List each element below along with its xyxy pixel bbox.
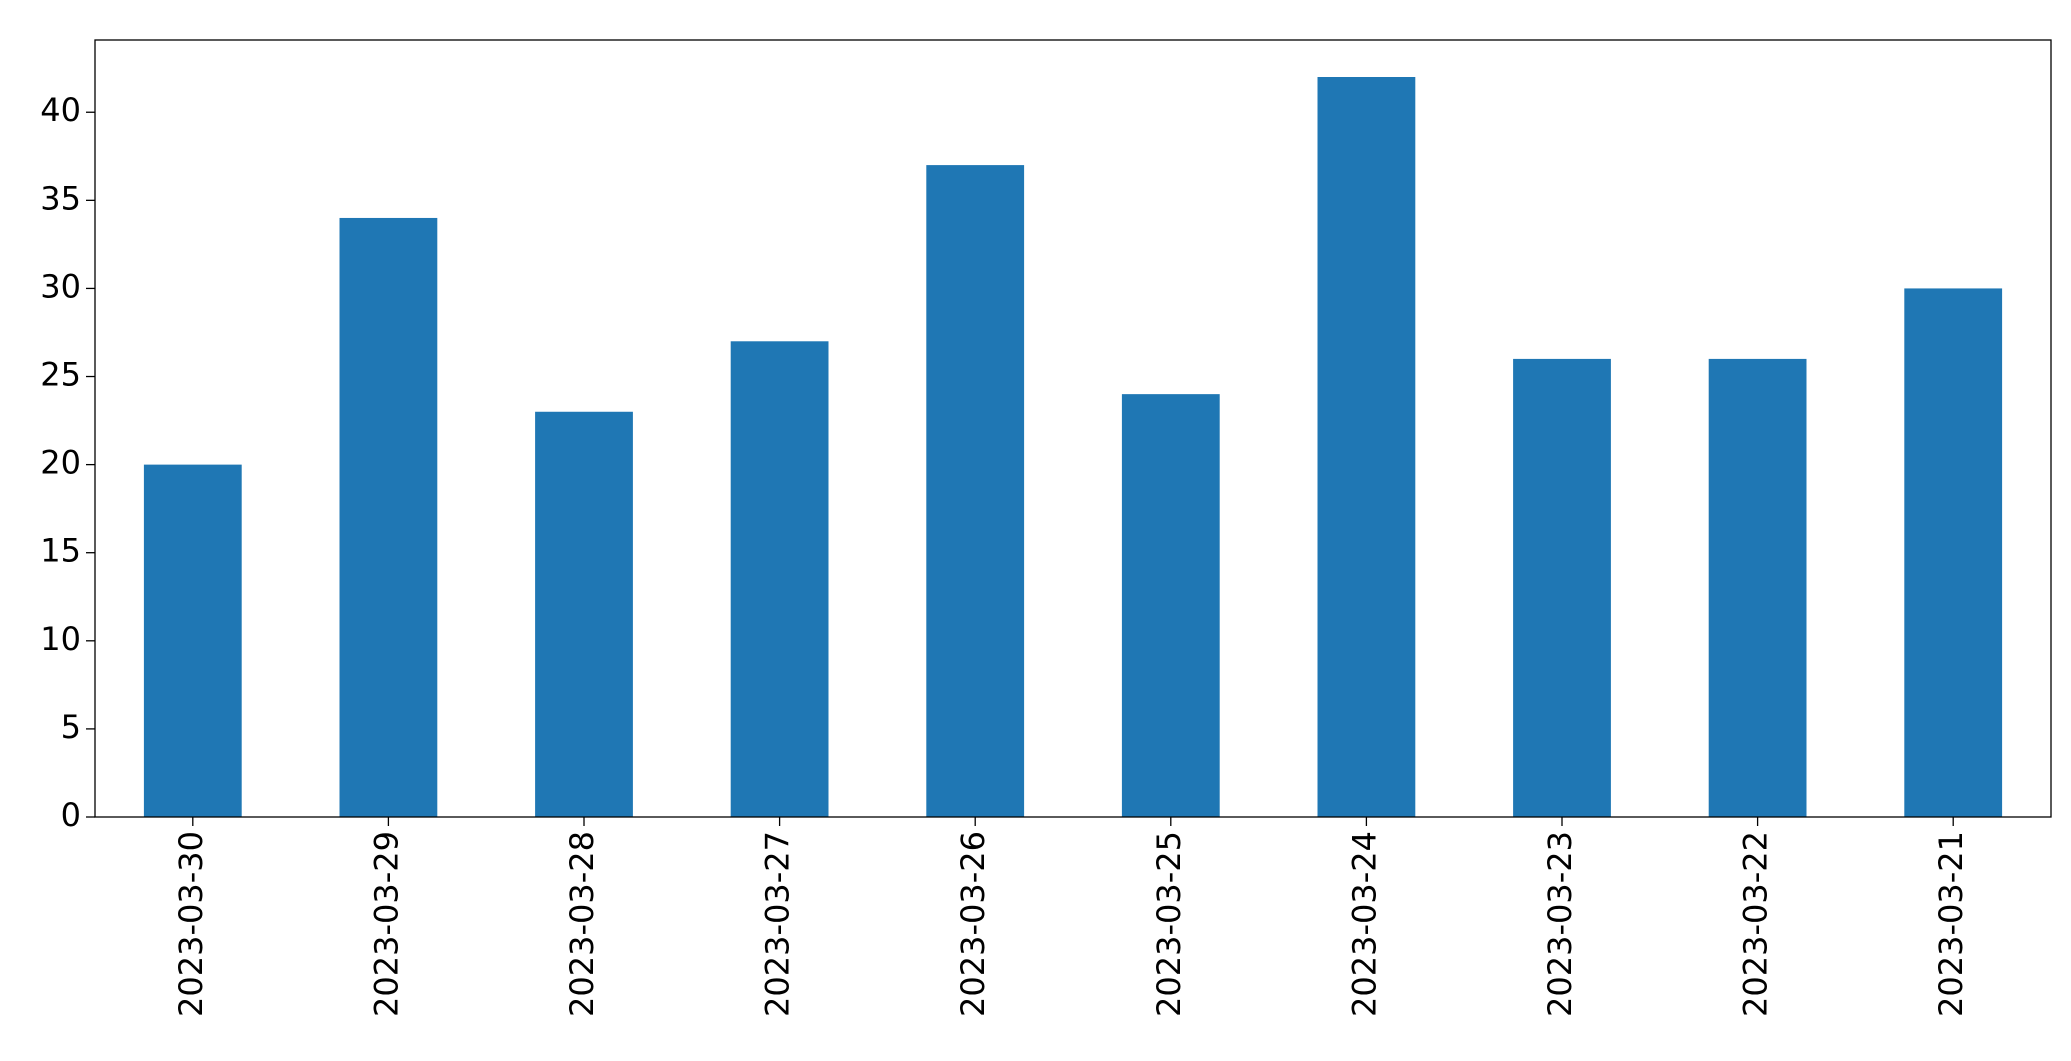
y-tick-label: 5	[61, 708, 81, 746]
bar	[730, 341, 829, 817]
y-tick-label: 25	[40, 356, 81, 394]
y-tick-label: 40	[40, 91, 81, 129]
y-tick-label: 35	[40, 179, 81, 217]
x-tick-label: 2023-03-26	[954, 831, 992, 1017]
x-tick-label: 2023-03-27	[759, 831, 797, 1017]
bar	[535, 411, 633, 817]
x-tick-label: 2023-03-24	[1345, 831, 1383, 1017]
bar	[339, 217, 438, 817]
bar	[143, 464, 242, 817]
x-tick-label: 2023-03-29	[367, 831, 405, 1017]
bar	[1121, 394, 1220, 817]
x-tick-label: 2023-03-28	[563, 831, 601, 1017]
y-tick-label: 20	[40, 444, 81, 482]
bar	[1708, 358, 1807, 817]
x-tick-label: 2023-03-22	[1737, 831, 1775, 1017]
x-tick-label: 2023-03-30	[172, 831, 210, 1017]
y-tick-label: 15	[40, 532, 81, 570]
bar	[1513, 358, 1611, 817]
plot-frame	[94, 39, 2052, 818]
y-tick-label: 30	[40, 267, 81, 305]
bar	[1317, 77, 1416, 817]
x-tick-label: 2023-03-25	[1150, 831, 1188, 1017]
y-tick-label: 10	[40, 620, 81, 658]
bar	[926, 165, 1025, 818]
y-tick-label: 0	[61, 796, 81, 834]
x-tick-label: 2023-03-23	[1541, 831, 1579, 1017]
x-tick-label: 2023-03-21	[1932, 831, 1970, 1017]
bar	[1904, 288, 2003, 817]
